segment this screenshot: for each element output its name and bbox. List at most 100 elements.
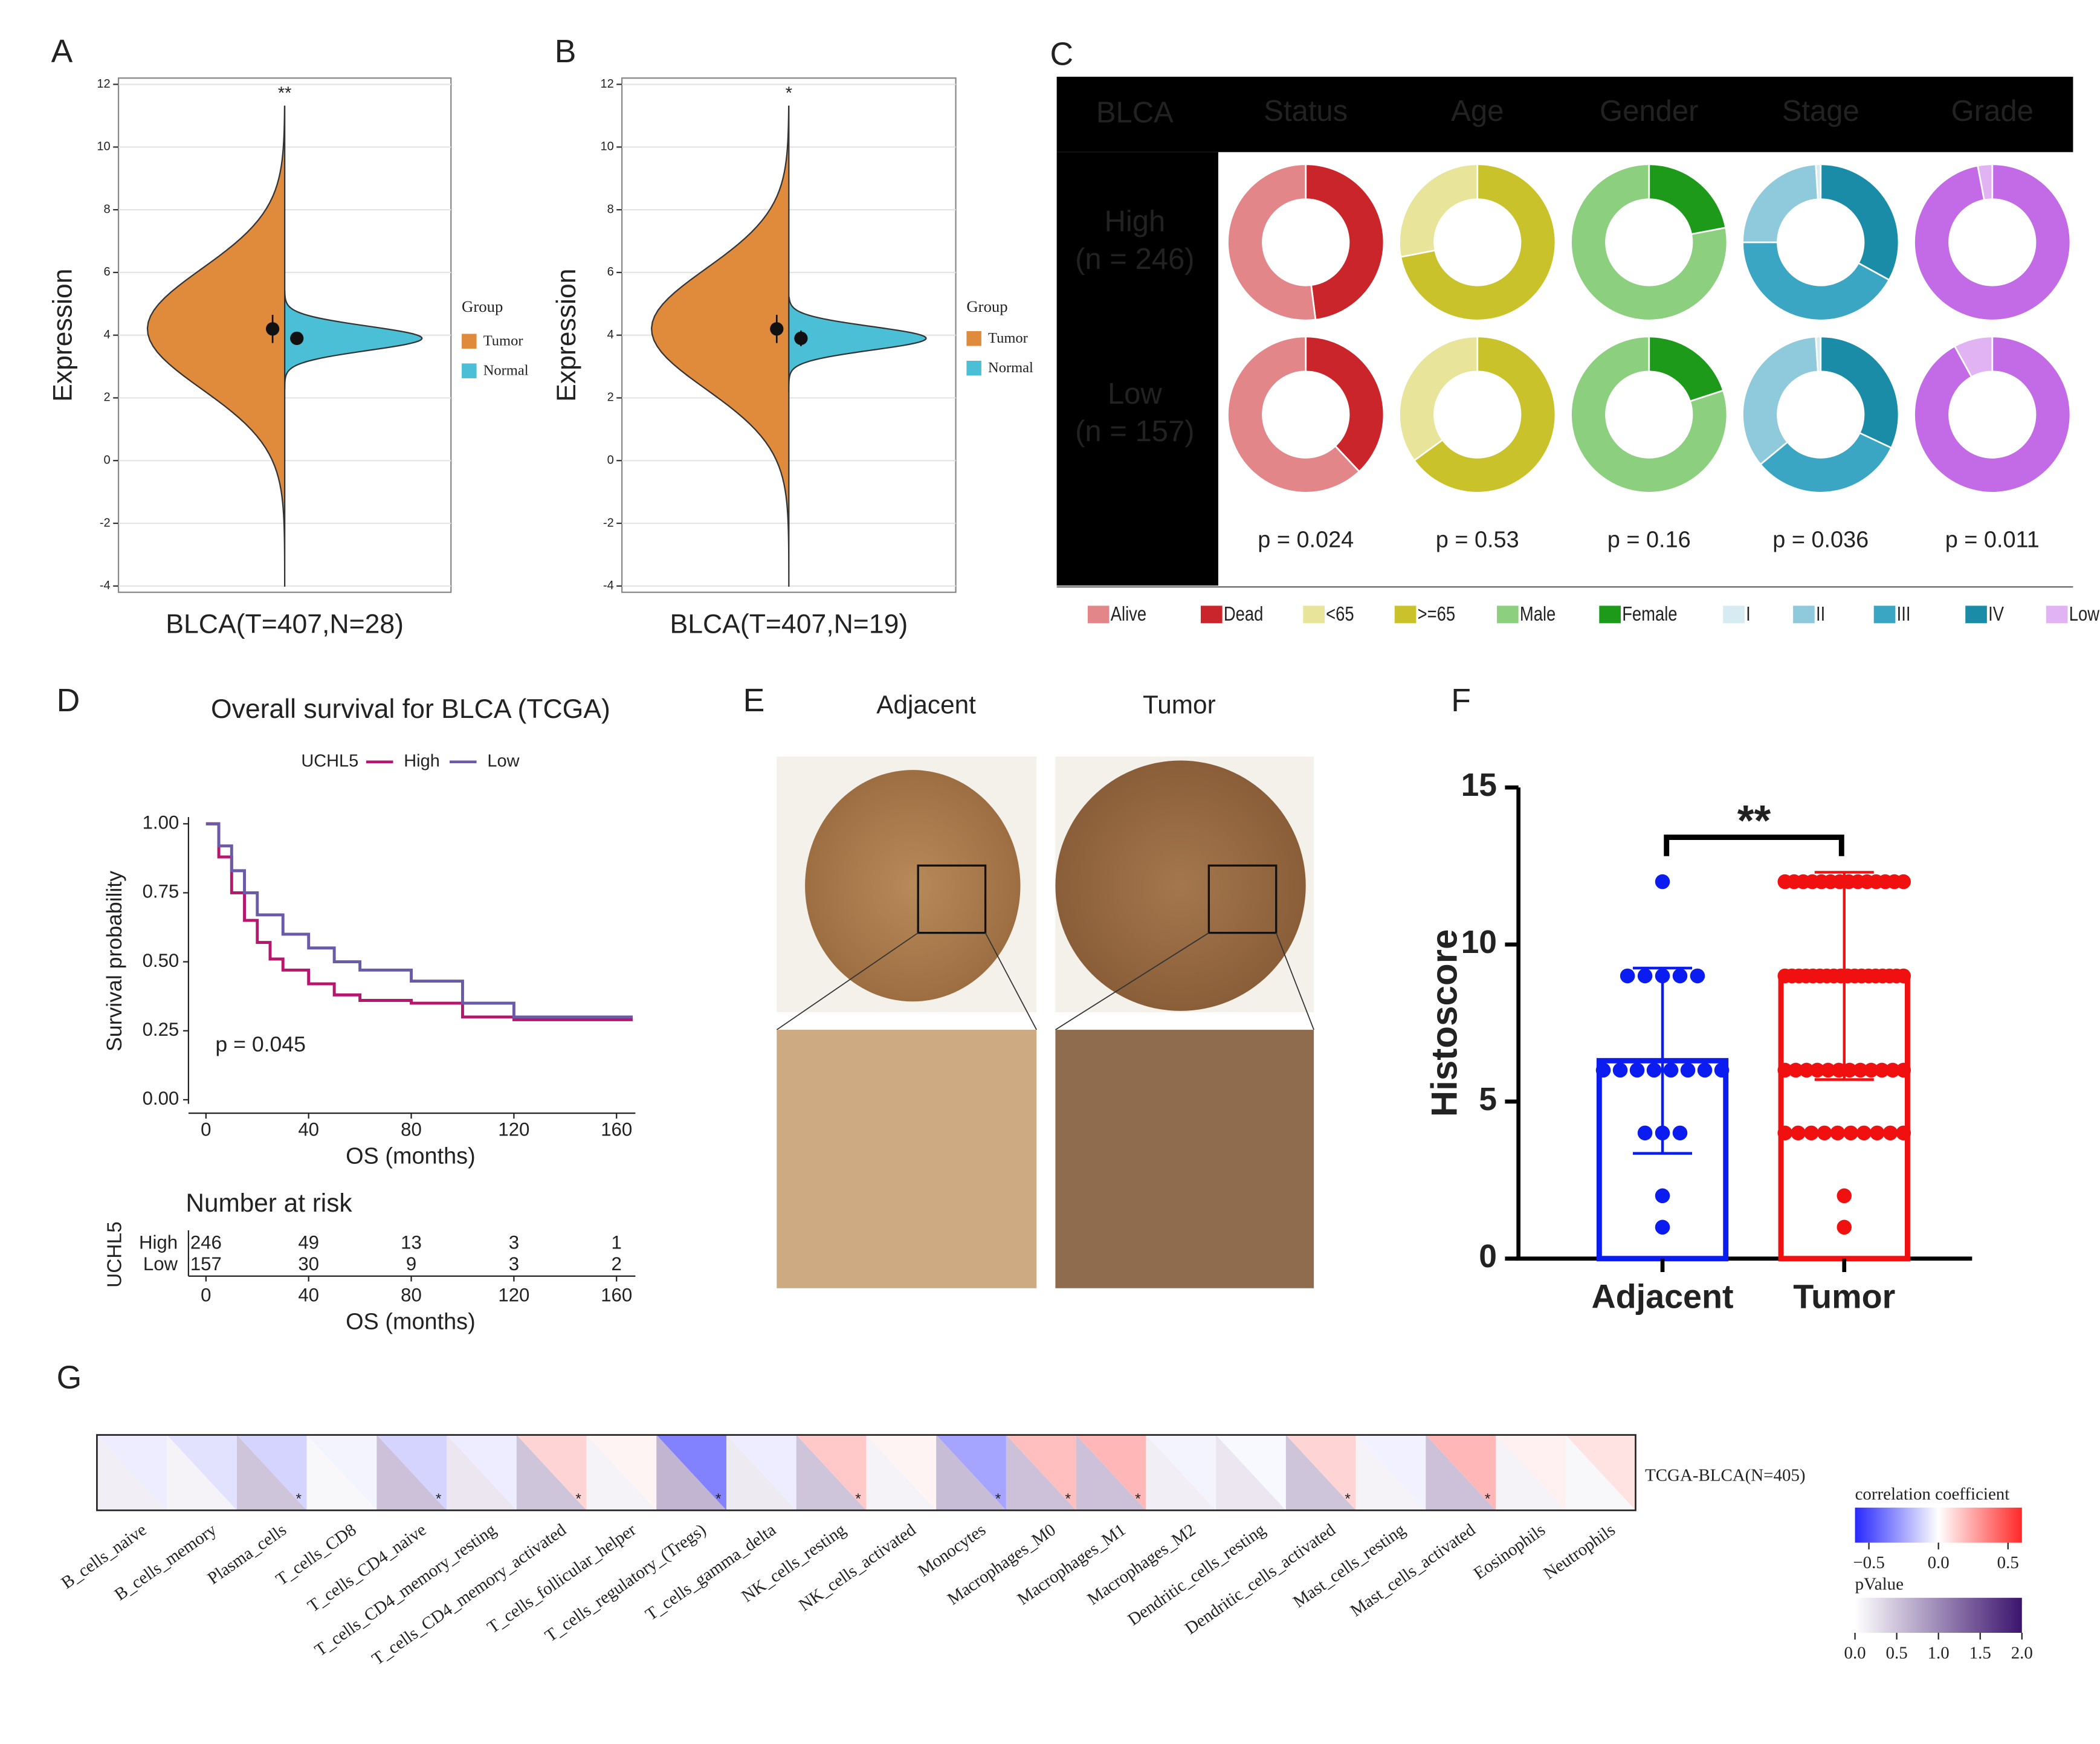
panel-label: E: [743, 683, 765, 719]
x-tick-label: 80: [401, 1284, 422, 1305]
y-tick-label: 2: [607, 391, 614, 404]
significance-mark: *: [436, 1491, 442, 1507]
data-point: [1882, 1125, 1898, 1141]
data-point: [1896, 1125, 1911, 1141]
y-tick-label: 0.25: [143, 1019, 179, 1040]
colorbar-tick-label: 1.0: [1928, 1643, 1950, 1662]
violin-half: [146, 105, 286, 587]
donut-segment: [1305, 335, 1385, 473]
corr-cell: [1355, 1435, 1426, 1511]
legend-swatch: [1793, 606, 1815, 624]
x-axis-label: OS (months): [346, 1144, 476, 1169]
legend-label: Female: [1622, 602, 1677, 625]
significance-mark: *: [716, 1491, 722, 1507]
donut-segment: [1413, 335, 1557, 494]
colorbar-tick-label: −0.5: [1853, 1553, 1885, 1572]
x-tick-label: 160: [601, 1284, 632, 1305]
pvalue-cell: [726, 1435, 796, 1511]
significance-mark: *: [1345, 1491, 1351, 1507]
y-tick-label: 0: [104, 453, 111, 467]
zoom-line: [1275, 932, 1314, 1030]
corr-cell: [656, 1435, 726, 1511]
x-tick-label: 0: [201, 1284, 211, 1305]
significance-mark: *: [1135, 1491, 1141, 1507]
data-point: [1830, 1125, 1846, 1141]
data-point: [1714, 1062, 1730, 1078]
y-tick-label: 6: [607, 265, 614, 279]
mean-point: [794, 331, 808, 345]
pvalue-cell: [1285, 1435, 1356, 1511]
risk-count: 157: [190, 1253, 222, 1274]
x-tick-label: T_cells_CD4_naive: [304, 1520, 430, 1616]
y-axis-label: Histoscore: [1424, 929, 1465, 1117]
x-axis-label: BLCA(T=407,N=28): [166, 610, 404, 639]
data-point: [1655, 968, 1670, 984]
donut-segment: [1227, 335, 1361, 494]
legend-label: Low: [2069, 602, 2100, 625]
x-tick-label: Eosinophils: [1470, 1520, 1549, 1583]
panel-label: A: [51, 34, 73, 69]
pvalue: p = 0.045: [215, 1032, 306, 1056]
annotation: *: [786, 84, 792, 103]
x-tick-label: Neutrophils: [1540, 1520, 1618, 1583]
pvalue-cell: [1355, 1435, 1426, 1511]
legend-swatch: [1087, 606, 1110, 624]
data-point: [1655, 874, 1670, 890]
data-point: [1680, 1062, 1696, 1078]
y-axis-label: Expression: [552, 268, 581, 401]
y-tick-label: 0: [1479, 1239, 1497, 1274]
data-point: [1690, 968, 1705, 984]
p-value: p = 0.011: [1945, 527, 2040, 552]
legend-label: III: [1897, 602, 1911, 625]
y-tick-label: 0.00: [143, 1088, 179, 1109]
legend-swatch: [1303, 606, 1325, 624]
data-point: [1595, 1062, 1611, 1078]
legend-title: UCHL5: [301, 751, 358, 770]
legend-swatch: [1497, 606, 1519, 624]
mean-point: [770, 322, 784, 336]
x-tick-label: 160: [601, 1119, 632, 1140]
x-tick-label: Adjacent: [1591, 1277, 1733, 1315]
legend-label: Tumor: [483, 332, 523, 349]
colorbar-title: correlation coefficient: [1855, 1484, 2010, 1503]
p-value: p = 0.036: [1772, 527, 1869, 552]
legend-label: Dead: [1224, 602, 1263, 625]
data-point: [1817, 1125, 1832, 1141]
y-tick-label: -4: [603, 579, 614, 592]
x-tick-label: Tumor: [1793, 1277, 1895, 1315]
donut-segment: [1570, 335, 1728, 494]
y-tick-label: 15: [1461, 767, 1497, 803]
y-tick-label: 4: [607, 328, 614, 341]
data-point: [1853, 1062, 1868, 1078]
y-tick-label: 0.75: [143, 881, 179, 902]
y-tick-label: -2: [100, 516, 111, 529]
row-label: (n = 157): [1075, 415, 1194, 448]
donut-segment: [1913, 335, 2072, 494]
x-tick-label: 40: [298, 1119, 319, 1140]
data-point: [1697, 1062, 1713, 1078]
risk-count: 3: [509, 1253, 519, 1274]
y-tick-label: 10: [97, 140, 110, 153]
legend-swatch: [1965, 606, 1987, 624]
x-tick-label: 120: [498, 1284, 529, 1305]
data-point: [1869, 1125, 1885, 1141]
panel-label: G: [57, 1360, 82, 1395]
colorbar: [1855, 1507, 2022, 1543]
y-tick-label: 5: [1479, 1082, 1497, 1117]
data-point: [1672, 1125, 1688, 1141]
data-point: [1842, 1062, 1857, 1078]
x-tick-label: 0: [201, 1119, 211, 1140]
legend-swatch: [1200, 606, 1223, 624]
x-tick-label: 80: [401, 1119, 422, 1140]
y-tick-label: 10: [1461, 925, 1497, 960]
data-point: [1896, 874, 1911, 890]
donut-segment: [1953, 335, 1994, 378]
risk-title: Number at risk: [186, 1189, 352, 1217]
data-point: [1637, 1125, 1653, 1141]
corner-label: BLCA: [1096, 96, 1174, 129]
annotation: **: [1737, 796, 1771, 845]
pvalue-cell: [936, 1435, 1006, 1511]
colorbar-tick-label: 0.0: [1844, 1643, 1866, 1662]
legend-swatch: [1599, 606, 1621, 624]
legend-label: Normal: [988, 360, 1033, 376]
